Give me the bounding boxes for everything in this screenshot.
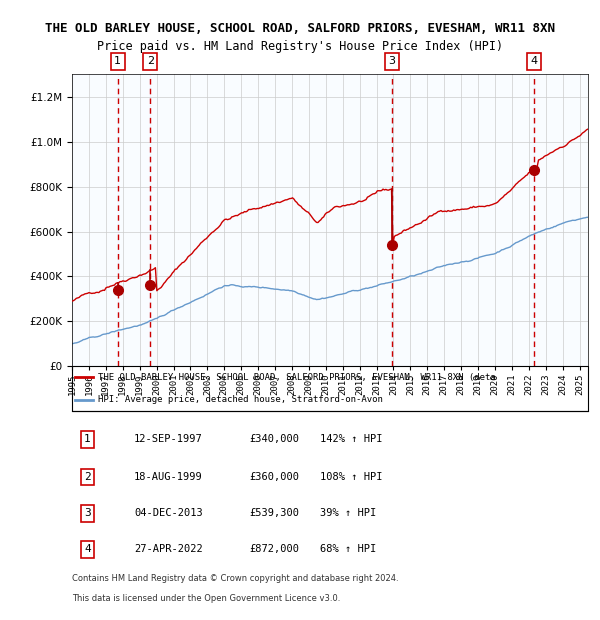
Bar [151, 74, 392, 366]
Text: 4: 4 [84, 544, 91, 554]
Bar [118, 74, 151, 366]
Text: 68% ↑ HPI: 68% ↑ HPI [320, 544, 376, 554]
Text: 04-DEC-2013: 04-DEC-2013 [134, 508, 203, 518]
Text: 3: 3 [389, 56, 395, 66]
Text: 12-SEP-1997: 12-SEP-1997 [134, 435, 203, 445]
Text: 108% ↑ HPI: 108% ↑ HPI [320, 472, 382, 482]
Text: Price paid vs. HM Land Registry's House Price Index (HPI): Price paid vs. HM Land Registry's House … [97, 40, 503, 53]
Text: £539,300: £539,300 [249, 508, 299, 518]
Text: £872,000: £872,000 [249, 544, 299, 554]
Text: 39% ↑ HPI: 39% ↑ HPI [320, 508, 376, 518]
Text: 27-APR-2022: 27-APR-2022 [134, 544, 203, 554]
Text: HPI: Average price, detached house, Stratford-on-Avon: HPI: Average price, detached house, Stra… [98, 396, 383, 404]
Text: 1: 1 [114, 56, 121, 66]
Text: 2: 2 [147, 56, 154, 66]
Text: 1: 1 [84, 435, 91, 445]
Text: 18-AUG-1999: 18-AUG-1999 [134, 472, 203, 482]
Text: Contains HM Land Registry data © Crown copyright and database right 2024.: Contains HM Land Registry data © Crown c… [72, 574, 398, 583]
Text: 3: 3 [84, 508, 91, 518]
Text: 4: 4 [530, 56, 538, 66]
Text: This data is licensed under the Open Government Licence v3.0.: This data is licensed under the Open Gov… [72, 594, 340, 603]
Text: £360,000: £360,000 [249, 472, 299, 482]
Text: £340,000: £340,000 [249, 435, 299, 445]
Bar [534, 74, 588, 366]
Text: 2: 2 [84, 472, 91, 482]
Text: 142% ↑ HPI: 142% ↑ HPI [320, 435, 382, 445]
Text: THE OLD BARLEY HOUSE, SCHOOL ROAD, SALFORD PRIORS, EVESHAM, WR11 8XN (deta: THE OLD BARLEY HOUSE, SCHOOL ROAD, SALFO… [98, 373, 496, 382]
Bar [392, 74, 534, 366]
Bar [72, 74, 118, 366]
Text: THE OLD BARLEY HOUSE, SCHOOL ROAD, SALFORD PRIORS, EVESHAM, WR11 8XN: THE OLD BARLEY HOUSE, SCHOOL ROAD, SALFO… [45, 22, 555, 35]
